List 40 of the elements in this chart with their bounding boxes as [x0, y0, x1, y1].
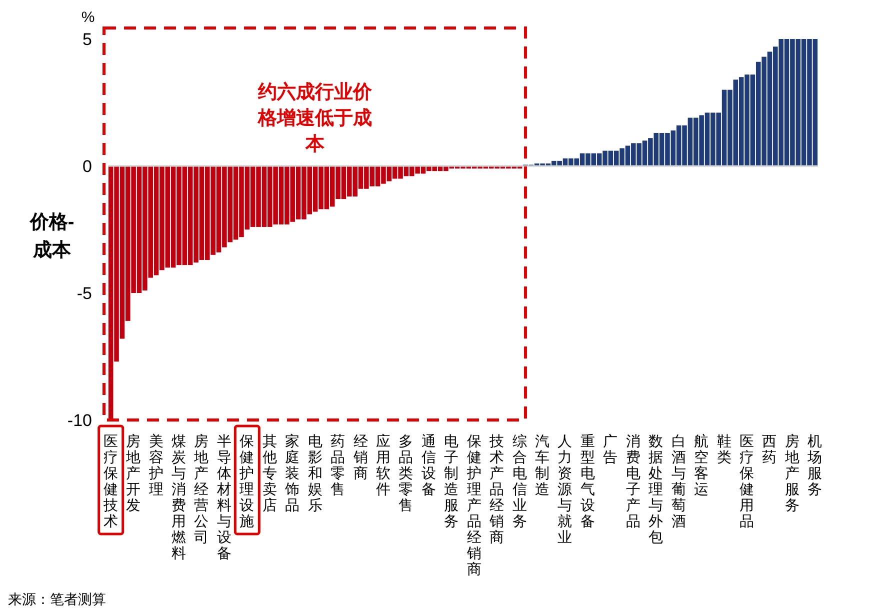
- y-tick-label: -5: [76, 284, 92, 303]
- x-tick-label: 房地产经营公司: [193, 433, 210, 546]
- x-tick-label: 其他专卖店: [262, 433, 278, 514]
- x-tick-label: 西药: [762, 434, 778, 466]
- x-tick-label: 房地产开发: [125, 433, 142, 514]
- x-tick-label: 技术产品经销商: [488, 433, 505, 546]
- y-tick-label: 0: [82, 157, 92, 176]
- x-tick-label: 经销商: [352, 433, 368, 482]
- x-tick-label: 保健护理设施: [238, 434, 255, 530]
- x-tick-label: 广告: [603, 433, 618, 466]
- x-tick-label: 白酒与葡萄酒: [671, 433, 686, 530]
- x-tick-label: 汽车制造: [535, 433, 550, 498]
- y-tick-label: -10: [67, 411, 92, 430]
- y-axis-title: 价格- 成本: [28, 212, 74, 261]
- x-tick-label: 数据处理与外包: [648, 434, 664, 546]
- x-tick-label: 煤炭与消费用燃料: [172, 433, 186, 562]
- x-tick-label: 航空客运: [694, 433, 710, 498]
- category-label: 保健护理产品经销商: [466, 434, 482, 578]
- annotation: 约六成行业价格增速低于成本: [257, 81, 373, 155]
- x-tick-label: 房地产服务: [784, 433, 800, 514]
- x-tick-label: 多品类零售: [398, 433, 414, 514]
- x-tick-label: 鞋类: [716, 433, 732, 466]
- x-tick-label: 医疗保健技术: [102, 434, 118, 530]
- x-tick-label: 电子制造服务: [444, 433, 460, 530]
- x-tick-label: 消费电子产品: [626, 433, 641, 530]
- x-tick-label: 综合电信业务: [512, 433, 528, 530]
- x-tick-label: 医疗保健用品: [740, 434, 754, 530]
- x-tick-label: 机场服务: [806, 433, 823, 498]
- text: %: [81, 9, 95, 26]
- x-tick-label: 半导体材料与设备: [216, 433, 232, 562]
- y-tick-label: 5: [82, 30, 92, 49]
- x-tick-label: 人力资源与就业: [558, 434, 573, 546]
- x-tick-label: 药品零售: [330, 433, 346, 498]
- x-tick-label: 应用软件: [376, 433, 391, 498]
- x-tick-label: 电影和娱乐: [308, 433, 323, 514]
- source-note: 来源：笔者测算: [8, 591, 106, 607]
- x-tick-label: 重型电气设备: [580, 433, 596, 530]
- x-tick-label: 美容护理: [148, 433, 164, 498]
- x-tick-label: 通信设备: [421, 433, 436, 498]
- x-tick-label: 家庭装饰品: [284, 433, 300, 514]
